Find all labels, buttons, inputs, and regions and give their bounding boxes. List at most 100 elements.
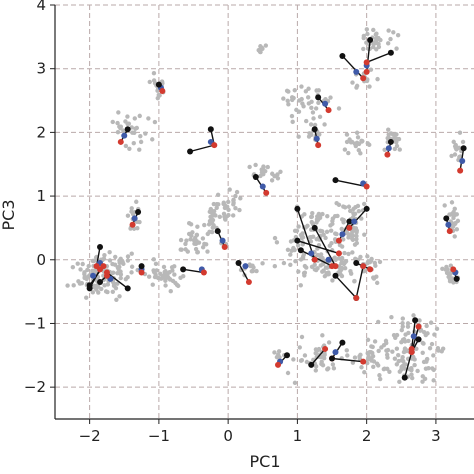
background-point [127,146,132,151]
background-point [281,96,286,101]
background-point [359,216,364,221]
background-point [125,275,130,280]
background-point [316,88,321,93]
background-point [222,205,228,211]
background-point [299,357,305,363]
background-point [90,268,95,274]
background-point [338,272,343,277]
background-point [318,252,324,257]
background-point [348,208,353,214]
background-point [312,122,318,128]
background-point [137,219,142,225]
x-tick-label: 2 [362,427,372,445]
background-point [425,331,430,336]
background-point [335,213,340,219]
background-point [211,209,217,214]
background-point [336,106,342,111]
background-point [388,36,393,42]
background-point [320,333,325,338]
black-marker [135,209,142,215]
background-point [158,271,163,277]
background-point [247,164,252,170]
background-point [288,252,293,257]
black-marker [415,336,422,343]
background-point [376,348,381,354]
background-point [400,320,405,326]
background-point [307,235,313,240]
background-point [226,207,231,212]
background-point [153,261,159,267]
background-point [345,353,350,358]
red-marker [315,142,322,149]
background-point [344,132,350,137]
background-point [226,212,231,218]
background-point [116,264,122,270]
background-point [113,285,119,291]
background-point [312,262,317,267]
blue-marker [90,272,97,279]
background-point [129,270,134,275]
background-point [447,279,453,284]
background-point [250,268,256,274]
background-point [307,131,312,136]
background-point [318,212,323,217]
background-point [456,145,462,151]
background-point [292,228,298,234]
background-point [288,239,294,244]
x-tick-label: −2 [79,427,101,445]
blue-marker [332,349,339,356]
background-point [411,313,416,318]
red-marker [325,107,332,114]
blue-marker [131,215,138,222]
background-point [397,147,402,152]
black-marker [124,285,131,292]
background-point [234,189,240,195]
background-point [356,141,362,147]
red-marker [367,266,374,273]
background-point [403,349,408,354]
background-point [190,230,195,235]
black-marker [294,237,301,244]
background-point [420,340,425,346]
background-point [110,119,115,125]
red-marker [329,263,336,270]
blue-marker [313,135,320,142]
background-point [451,139,456,145]
background-point [449,200,455,205]
background-point [354,240,359,246]
blue-marker [259,183,266,190]
connector-line [366,52,392,63]
background-point [320,362,326,368]
background-point [203,242,209,247]
background-point [396,136,402,142]
background-point [125,114,130,119]
background-point [306,101,312,106]
background-point [231,213,236,218]
blue-marker [410,333,417,340]
black-marker [332,272,339,279]
background-point [444,270,450,276]
background-point [209,229,215,235]
background-point [275,176,281,181]
background-point [313,267,319,273]
background-point [302,353,308,358]
background-point [194,232,200,238]
background-point [299,334,305,340]
background-point [258,173,263,179]
blue-marker [325,256,332,263]
background-point [156,92,161,98]
background-point [386,132,391,137]
background-point [342,250,347,256]
background-point [151,78,157,83]
connector-line [310,348,326,366]
background-point [118,275,123,281]
connector-line [189,144,215,153]
background-point [306,86,311,91]
background-point [269,178,275,183]
background-point [308,239,314,244]
background-point [432,332,437,337]
pair-markers [86,37,467,381]
background-point [428,320,434,325]
red-marker [263,189,270,196]
background-point [328,95,333,100]
